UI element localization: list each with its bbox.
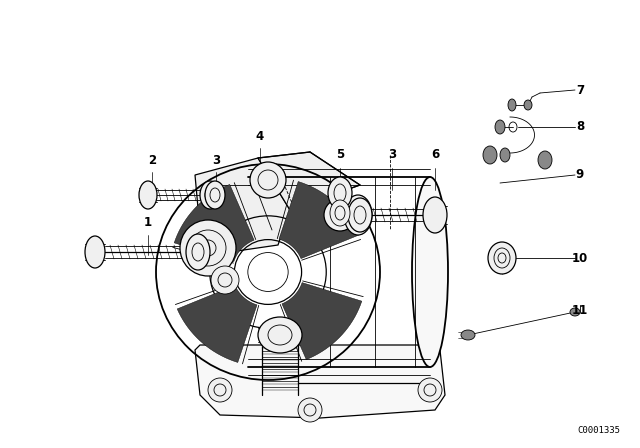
Polygon shape bbox=[174, 185, 254, 261]
Ellipse shape bbox=[186, 234, 210, 270]
Ellipse shape bbox=[524, 100, 532, 110]
Ellipse shape bbox=[200, 181, 220, 209]
Ellipse shape bbox=[538, 151, 552, 169]
Ellipse shape bbox=[324, 199, 356, 231]
Ellipse shape bbox=[508, 99, 516, 111]
Text: 3: 3 bbox=[212, 154, 220, 167]
Ellipse shape bbox=[348, 198, 372, 232]
Ellipse shape bbox=[258, 317, 302, 353]
Ellipse shape bbox=[500, 148, 510, 162]
Text: 9: 9 bbox=[576, 168, 584, 181]
Ellipse shape bbox=[85, 236, 105, 268]
Polygon shape bbox=[282, 283, 362, 360]
Polygon shape bbox=[177, 285, 257, 362]
Ellipse shape bbox=[211, 266, 239, 294]
Text: 10: 10 bbox=[572, 251, 588, 264]
Ellipse shape bbox=[483, 146, 497, 164]
Text: 8: 8 bbox=[576, 121, 584, 134]
Ellipse shape bbox=[488, 242, 516, 274]
Text: 6: 6 bbox=[431, 147, 439, 160]
Ellipse shape bbox=[461, 330, 475, 340]
Text: 4: 4 bbox=[256, 129, 264, 142]
Text: C0001335: C0001335 bbox=[577, 426, 620, 435]
Ellipse shape bbox=[570, 308, 580, 316]
Polygon shape bbox=[258, 152, 360, 210]
Text: 11: 11 bbox=[572, 303, 588, 316]
Ellipse shape bbox=[423, 197, 447, 233]
Text: 3: 3 bbox=[388, 147, 396, 160]
Text: 2: 2 bbox=[148, 154, 156, 167]
Polygon shape bbox=[195, 345, 445, 418]
Polygon shape bbox=[195, 158, 290, 252]
Ellipse shape bbox=[328, 177, 352, 209]
Ellipse shape bbox=[139, 181, 157, 209]
Polygon shape bbox=[279, 181, 359, 258]
Text: 7: 7 bbox=[576, 83, 584, 96]
Ellipse shape bbox=[344, 195, 372, 235]
Ellipse shape bbox=[205, 181, 225, 209]
Ellipse shape bbox=[208, 378, 232, 402]
Ellipse shape bbox=[250, 162, 286, 198]
Text: 1: 1 bbox=[144, 215, 152, 228]
Ellipse shape bbox=[418, 378, 442, 402]
Ellipse shape bbox=[412, 177, 448, 367]
Ellipse shape bbox=[180, 220, 236, 276]
Ellipse shape bbox=[298, 398, 322, 422]
Ellipse shape bbox=[330, 200, 350, 226]
Ellipse shape bbox=[495, 120, 505, 134]
Text: 5: 5 bbox=[336, 147, 344, 160]
